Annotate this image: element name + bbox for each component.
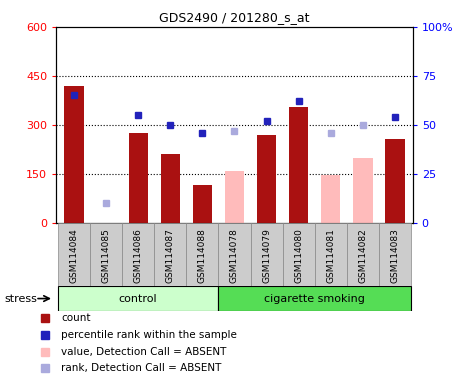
Text: GSM114081: GSM114081 bbox=[326, 228, 335, 283]
Text: GSM114079: GSM114079 bbox=[262, 228, 271, 283]
Bar bbox=[315, 223, 347, 286]
Text: GSM114083: GSM114083 bbox=[391, 228, 400, 283]
Text: count: count bbox=[61, 313, 91, 323]
Text: GSM114085: GSM114085 bbox=[102, 228, 111, 283]
Bar bbox=[321, 175, 340, 223]
Bar bbox=[257, 135, 276, 223]
Bar bbox=[250, 223, 283, 286]
Bar bbox=[186, 223, 219, 286]
Text: stress: stress bbox=[5, 293, 38, 304]
Bar bbox=[161, 154, 180, 223]
Bar bbox=[193, 185, 212, 223]
Text: GSM114080: GSM114080 bbox=[294, 228, 303, 283]
Text: cigarette smoking: cigarette smoking bbox=[265, 293, 365, 304]
Text: GSM114086: GSM114086 bbox=[134, 228, 143, 283]
Text: GSM114087: GSM114087 bbox=[166, 228, 175, 283]
Bar bbox=[64, 86, 83, 223]
Bar bbox=[122, 223, 154, 286]
Bar bbox=[283, 223, 315, 286]
Bar bbox=[219, 223, 250, 286]
Bar bbox=[386, 139, 405, 223]
Bar bbox=[225, 171, 244, 223]
Text: GSM114078: GSM114078 bbox=[230, 228, 239, 283]
Bar bbox=[58, 286, 219, 311]
Text: value, Detection Call = ABSENT: value, Detection Call = ABSENT bbox=[61, 347, 227, 357]
Bar bbox=[58, 223, 90, 286]
Bar bbox=[129, 133, 148, 223]
Bar bbox=[219, 286, 411, 311]
Bar bbox=[347, 223, 379, 286]
Text: GSM114082: GSM114082 bbox=[358, 228, 367, 283]
Text: rank, Detection Call = ABSENT: rank, Detection Call = ABSENT bbox=[61, 362, 221, 372]
Bar bbox=[90, 223, 122, 286]
Bar bbox=[353, 158, 372, 223]
Text: GSM114084: GSM114084 bbox=[69, 228, 78, 283]
Bar bbox=[289, 107, 308, 223]
Text: GSM114088: GSM114088 bbox=[198, 228, 207, 283]
Title: GDS2490 / 201280_s_at: GDS2490 / 201280_s_at bbox=[159, 11, 310, 24]
Text: percentile rank within the sample: percentile rank within the sample bbox=[61, 330, 237, 340]
Bar bbox=[379, 223, 411, 286]
Bar bbox=[154, 223, 186, 286]
Text: control: control bbox=[119, 293, 158, 304]
